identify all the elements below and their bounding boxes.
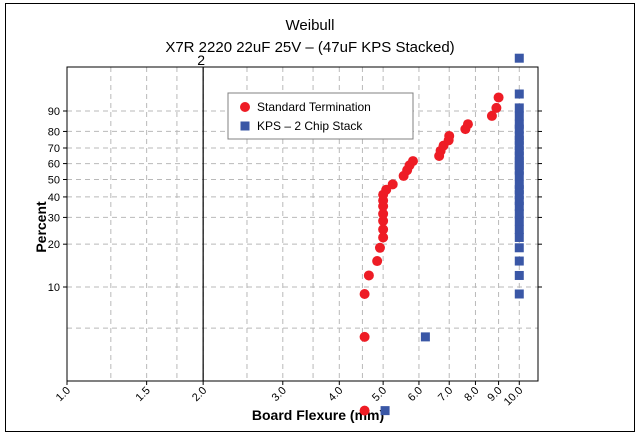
- x-tick-label: 4.0: [326, 385, 345, 404]
- y-tick-label: 50: [48, 175, 60, 187]
- standard-termination-point: [493, 92, 504, 103]
- kps-stack-point: [380, 406, 390, 416]
- kps-stack-point: [514, 289, 524, 299]
- kps-stack-point: [514, 141, 524, 151]
- x-tick-label: 3.0: [270, 385, 289, 404]
- standard-termination-point: [359, 331, 370, 342]
- kps-stack-point: [514, 256, 524, 266]
- reference-line-label: 2: [197, 52, 205, 68]
- standard-termination-point: [407, 156, 418, 167]
- legend-box: [227, 92, 414, 140]
- standard-termination-point: [462, 119, 473, 130]
- kps-stack-point: [420, 332, 430, 342]
- x-tick-label: 6.0: [406, 385, 425, 404]
- y-axis-label: Percent: [33, 201, 49, 253]
- standard-termination-point: [363, 270, 374, 281]
- kps-stack-point: [514, 171, 524, 181]
- y-tick-label: 20: [48, 239, 60, 251]
- kps-stack-point: [514, 165, 524, 175]
- kps-stack-point: [514, 232, 524, 242]
- kps-stack-point: [514, 89, 524, 99]
- kps-stack-point: [514, 119, 524, 129]
- kps-stack-point: [514, 216, 524, 226]
- standard-termination-point: [378, 224, 389, 235]
- y-tick-label: 70: [48, 143, 60, 155]
- kps-stack-point: [514, 243, 524, 253]
- kps-stack-point: [514, 185, 524, 195]
- kps-stack-point: [514, 53, 524, 63]
- kps-stack-point: [514, 103, 524, 113]
- standard-termination-point: [372, 256, 383, 267]
- chart-title: Weibull: [286, 17, 335, 34]
- standard-termination-point: [378, 208, 389, 219]
- x-tick-label: 5.0: [370, 385, 389, 404]
- kps-stack-point: [514, 209, 524, 219]
- kps-stack-point: [514, 131, 524, 141]
- kps-stack-point: [514, 146, 524, 156]
- kps-stack-point: [514, 201, 524, 211]
- x-tick-label: 8.0: [462, 385, 481, 404]
- x-tick-label: 10.0: [502, 385, 526, 409]
- chart-subtitle: X7R 2220 22uF 25V – (47uF KPS Stacked): [165, 39, 454, 56]
- standard-termination-point: [378, 232, 389, 243]
- legend-label: Standard Termination: [257, 100, 371, 114]
- standard-termination-point: [491, 102, 502, 113]
- kps-stack-point: [514, 224, 524, 234]
- kps-stack-point: [514, 111, 524, 121]
- kps-stack-point: [514, 196, 524, 206]
- kps-stack-point: [514, 270, 524, 280]
- legend-marker-standard-termination: [240, 102, 250, 112]
- standard-termination-point: [359, 405, 370, 416]
- kps-stack-point: [514, 124, 524, 134]
- standard-termination-point: [374, 242, 385, 253]
- x-tick-label: 7.0: [436, 385, 455, 404]
- kps-stack-point: [514, 190, 524, 200]
- y-tick-label: 80: [48, 126, 60, 138]
- kps-stack-point: [514, 156, 524, 166]
- standard-termination-point: [359, 288, 370, 299]
- standard-termination-point: [378, 215, 389, 226]
- y-tick-label: 90: [48, 106, 60, 118]
- y-tick-label: 40: [48, 192, 60, 204]
- legend-marker-kps-stack: [240, 121, 250, 131]
- standard-termination-point: [444, 130, 455, 141]
- kps-stack-point: [514, 179, 524, 189]
- plot-border: [66, 66, 539, 382]
- x-axis-label: Board Flexure (mm): [252, 407, 384, 423]
- standard-termination-point: [486, 110, 497, 121]
- standard-termination-point: [387, 179, 398, 190]
- legend-label: KPS – 2 Chip Stack: [257, 119, 363, 133]
- y-tick-label: 60: [48, 159, 60, 171]
- x-tick-label: 1.0: [54, 385, 73, 404]
- kps-stack-point: [514, 151, 524, 161]
- x-tick-label: 1.5: [133, 385, 152, 404]
- y-tick-label: 10: [48, 282, 60, 294]
- x-tick-label: 2.0: [190, 385, 209, 404]
- y-tick-label: 30: [48, 212, 60, 224]
